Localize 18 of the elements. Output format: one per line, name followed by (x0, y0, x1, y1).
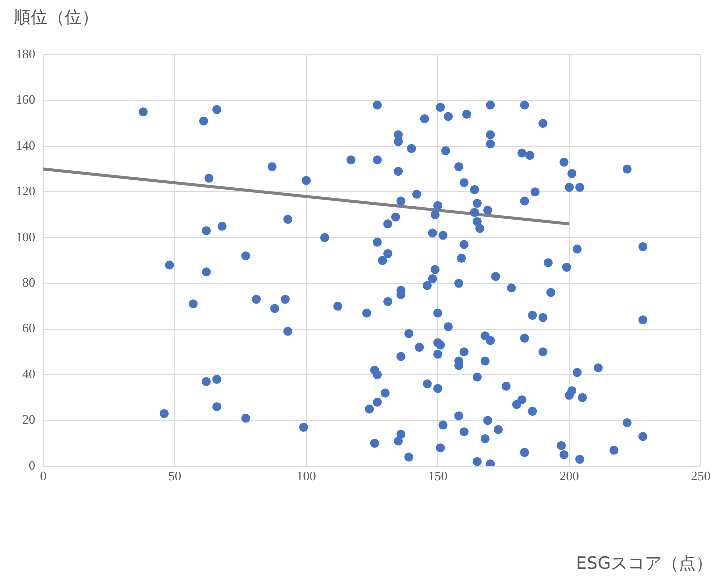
y-axis-title: 順位（位） (14, 7, 99, 29)
x-tick-label: 250 (691, 468, 711, 484)
y-tick-label: 120 (16, 184, 36, 199)
y-tick-label: 40 (22, 366, 36, 382)
y-tick-label: 20 (22, 412, 36, 428)
y-tick-label: 60 (22, 320, 36, 336)
x-tick-label: 100 (296, 468, 316, 484)
x-axis-title: ESGスコア（点） (576, 553, 713, 575)
x-tick-label: 0 (40, 468, 47, 484)
y-tick-label: 140 (16, 138, 36, 153)
y-tick-label: 100 (16, 229, 36, 244)
y-tick-label: 0 (29, 458, 36, 473)
y-tick-label: 160 (16, 92, 36, 108)
x-tick-label: 50 (168, 468, 182, 484)
x-tick-label: 150 (428, 468, 448, 484)
y-tick-label: 80 (22, 274, 36, 290)
x-tick-label: 200 (560, 468, 580, 484)
y-tick-label: 180 (16, 46, 36, 62)
